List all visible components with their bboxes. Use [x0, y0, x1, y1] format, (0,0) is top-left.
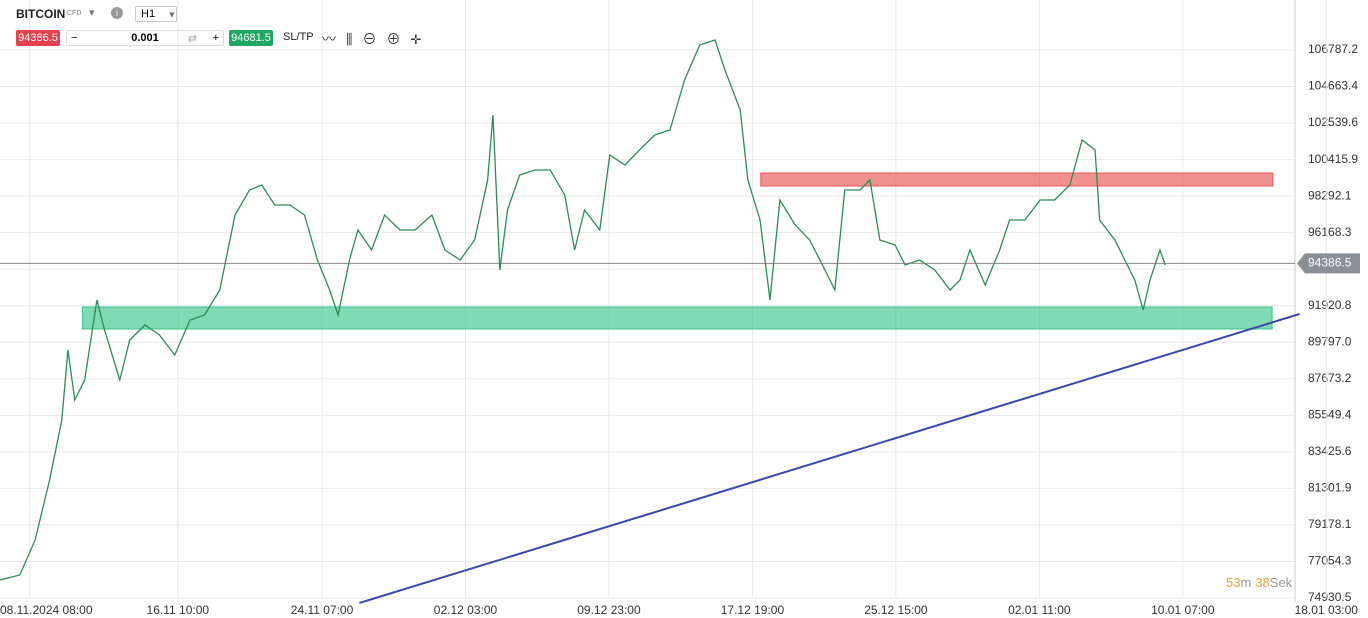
volume-input[interactable]: − 0.001 ⇄ + [66, 30, 224, 46]
timer-seconds: 38 [1255, 575, 1270, 590]
y-tick-label: 89797.0 [1308, 334, 1352, 348]
x-tick-label: 08.11.2024 08:00 [0, 603, 93, 617]
volume: 0.001 [131, 32, 159, 44]
x-tick-label: 02.12 03:00 [434, 603, 498, 617]
x-tick-label: 24.11 07:00 [291, 603, 354, 617]
y-tick-label: 98292.1 [1308, 188, 1352, 202]
plus[interactable]: + [212, 32, 219, 44]
info-icon[interactable]: i [111, 7, 123, 19]
timer-seconds-unit: Sek [1269, 575, 1293, 590]
buy-button[interactable]: 94681.5 [229, 30, 273, 46]
sltp-button[interactable]: SL/TP [283, 31, 314, 43]
timer: 53 m 38 Sek [1226, 575, 1292, 590]
sell-button[interactable]: 94386.5 [16, 30, 60, 46]
y-tick-label: 100415.9 [1308, 152, 1358, 166]
y-tick-label: 77054.3 [1308, 554, 1352, 568]
y-tick-label: 96168.3 [1308, 225, 1352, 239]
y-tick-label: 83425.6 [1308, 444, 1352, 458]
y-tick-label: 74930.5 [1308, 590, 1352, 604]
y-tick-label: 91920.8 [1308, 298, 1352, 312]
y-tick-label: 87673.2 [1308, 371, 1352, 385]
symbol[interactable]: BITCOIN [16, 7, 66, 21]
swap-icon[interactable]: ⇄ [187, 32, 197, 45]
current-price-box [1297, 253, 1360, 274]
timer-minutes: 53 [1226, 575, 1241, 590]
zone [81, 306, 1273, 330]
x-tick-label: 16.11 10:00 [147, 603, 210, 617]
price-line [0, 39, 1166, 581]
x-tick-label: 09.12 23:00 [577, 603, 641, 617]
dropdown-arrow[interactable]: ▾ [89, 7, 95, 19]
x-tick-label: 25.12 15:00 [864, 603, 928, 617]
interval: H1 [141, 8, 156, 20]
x-tick-label: 18.01 03:00 [1295, 603, 1359, 617]
y-tick-label: 81301.9 [1308, 481, 1352, 495]
timer-minutes-unit: m [1240, 575, 1252, 590]
zone [760, 172, 1274, 187]
y-tick-label: 102539.6 [1308, 115, 1358, 129]
trend-line [359, 313, 1300, 604]
y-tick-label: 104663.4 [1308, 79, 1358, 93]
minus[interactable]: − [71, 32, 78, 44]
symbol-type: CFD [67, 10, 82, 17]
dropdown-arrow: ▾ [169, 8, 175, 21]
interval-select[interactable]: H1 ▾ [135, 6, 177, 22]
y-tick-label: 106787.2 [1308, 42, 1358, 56]
current-price-label: 94386.5 [1308, 255, 1352, 269]
y-tick-label: 85549.4 [1308, 408, 1352, 422]
y-tick-label: 79178.1 [1308, 517, 1352, 531]
chart-tools[interactable]: 〰⫼⊖⊕✛ [322, 31, 432, 47]
x-tick-label: 02.01 11:00 [1008, 603, 1071, 617]
x-tick-label: 10.01 07:00 [1151, 603, 1215, 617]
x-tick-label: 17.12 19:00 [721, 603, 785, 617]
